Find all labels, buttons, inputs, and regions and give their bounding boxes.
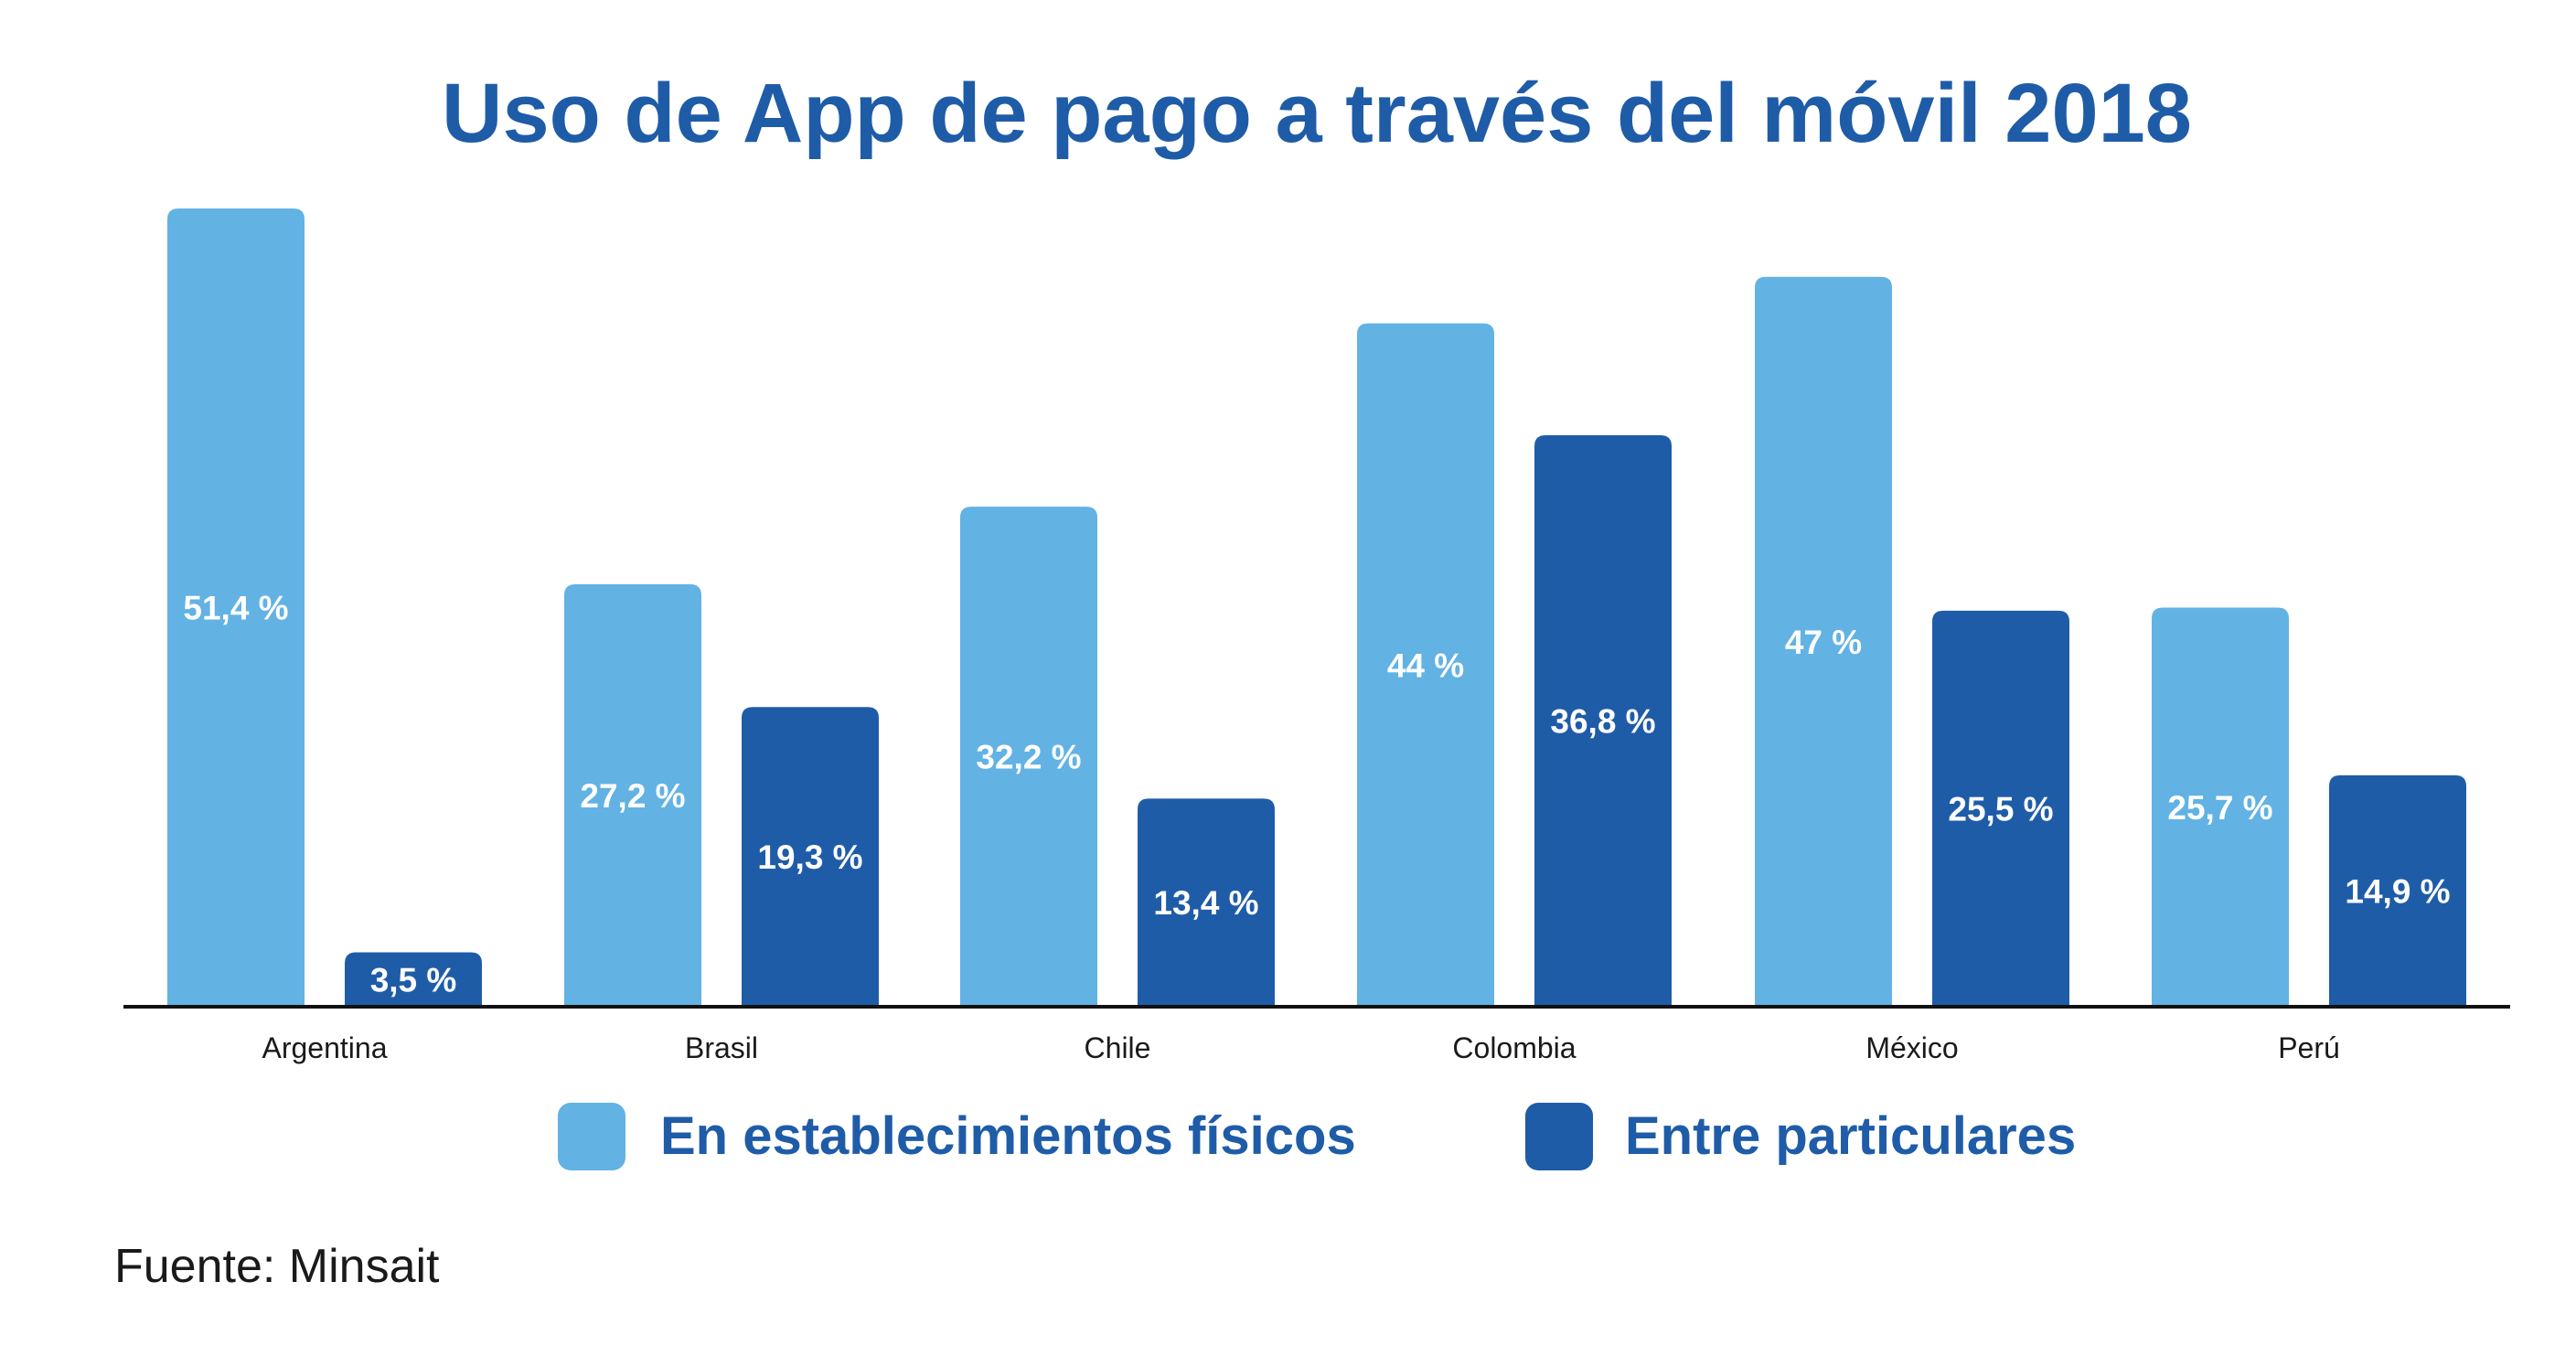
legend-swatch-series-1 <box>558 1103 625 1170</box>
bars-layer: 51,4 % 3,5 % 27,2 % 19,3 % 32,2 % 13,4 % 44 % 3… <box>167 208 2466 1007</box>
legend-swatch-series-2 <box>1525 1103 1593 1170</box>
category-label-colombia: Colombia <box>1452 1031 1576 1064</box>
bar-perú-series-2 <box>2329 774 2466 1007</box>
bar-value-label: 32,2 % <box>976 739 1081 776</box>
bar-value-label: 51,4 % <box>183 590 288 627</box>
legend-label-series-1: En establecimientos físicos <box>660 1106 1356 1166</box>
bar-argentina-series-2 <box>345 952 482 1007</box>
source-note: Fuente: Minsait <box>114 1240 440 1293</box>
bar-chile-series-1 <box>960 507 1097 1007</box>
bar-value-label: 25,5 % <box>1948 790 2053 828</box>
bar-méxico-series-1 <box>1755 276 1892 1007</box>
bar-brasil-series-1 <box>564 584 701 1007</box>
bar-value-label: 47 % <box>1785 624 1862 661</box>
category-label-brasil: Brasil <box>685 1031 758 1064</box>
bar-value-label: 36,8 % <box>1550 702 1655 740</box>
bar-colombia-series-2 <box>1534 434 1672 1007</box>
bar-brasil-series-2 <box>742 707 879 1007</box>
category-label-chile: Chile <box>1085 1031 1151 1064</box>
legend-label-series-2: Entre particulares <box>1625 1106 2076 1166</box>
bar-argentina-series-1 <box>167 208 305 1007</box>
bar-value-label: 19,3 % <box>757 838 862 876</box>
category-labels: Argentina Brasil Chile Colombia México Perú <box>262 1031 2340 1064</box>
bar-value-label: 27,2 % <box>580 777 685 815</box>
bar-value-label: 25,7 % <box>2167 789 2272 827</box>
bar-value-label: 44 % <box>1387 646 1464 684</box>
bar-méxico-series-2 <box>1932 610 2069 1007</box>
bar-colombia-series-1 <box>1357 323 1494 1007</box>
chart-title: Uso de App de pago a través del móvil 20… <box>442 67 2192 160</box>
category-label-méxico: México <box>1865 1031 1958 1064</box>
legend: En establecimientos físicos Entre particu… <box>558 1103 2076 1170</box>
category-label-argentina: Argentina <box>262 1031 388 1064</box>
bar-perú-series-1 <box>2152 607 2289 1007</box>
category-label-perú: Perú <box>2278 1031 2340 1064</box>
bar-value-label: 14,9 % <box>2345 872 2450 910</box>
bar-value-label: 13,4 % <box>1153 884 1258 922</box>
bar-chile-series-2 <box>1138 798 1275 1007</box>
bar-value-label: 3,5 % <box>370 961 457 999</box>
